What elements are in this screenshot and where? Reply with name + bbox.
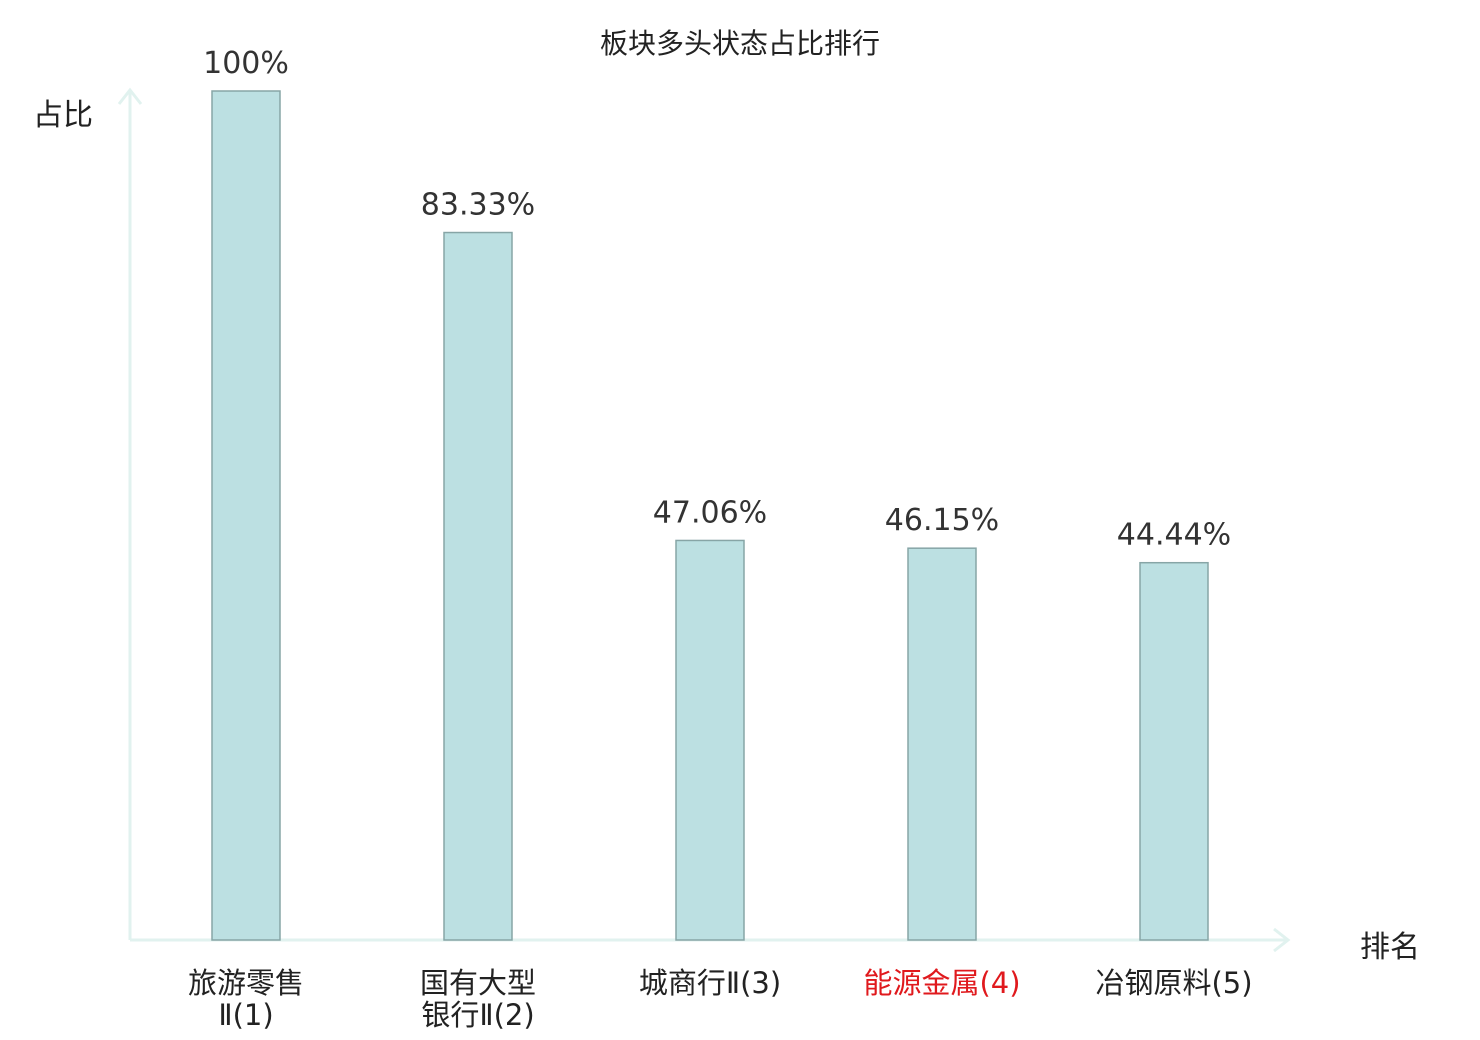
x-tick-label: 城商行Ⅱ(3) (639, 966, 781, 1000)
value-label: 44.44% (1117, 518, 1231, 553)
value-label: 100% (203, 46, 289, 81)
chart-title: 板块多头状态占比排行 (599, 27, 880, 60)
bar (675, 539, 745, 941)
x-tick-label: 银行Ⅱ(2) (421, 998, 534, 1032)
x-tick-label: 国有大型 (420, 966, 536, 1000)
x-axis-label: 排名 (1360, 930, 1420, 965)
bar (443, 231, 513, 941)
value-label: 47.06% (653, 495, 767, 530)
value-label: 46.15% (885, 503, 999, 538)
y-axis-arrow (117, 87, 143, 105)
x-tick-label: 冶钢原料(5) (1095, 966, 1252, 1000)
x-tick-label: 能源金属(4) (863, 966, 1020, 1000)
bar (211, 90, 281, 941)
x-tick-label: Ⅱ(1) (218, 998, 273, 1032)
value-label: 83.33% (421, 188, 535, 223)
bar (1139, 561, 1209, 941)
x-tick-label: 旅游零售 (188, 966, 304, 1000)
y-axis-label: 占比 (33, 98, 93, 133)
bar (907, 547, 977, 941)
x-axis-arrow (1273, 927, 1291, 953)
